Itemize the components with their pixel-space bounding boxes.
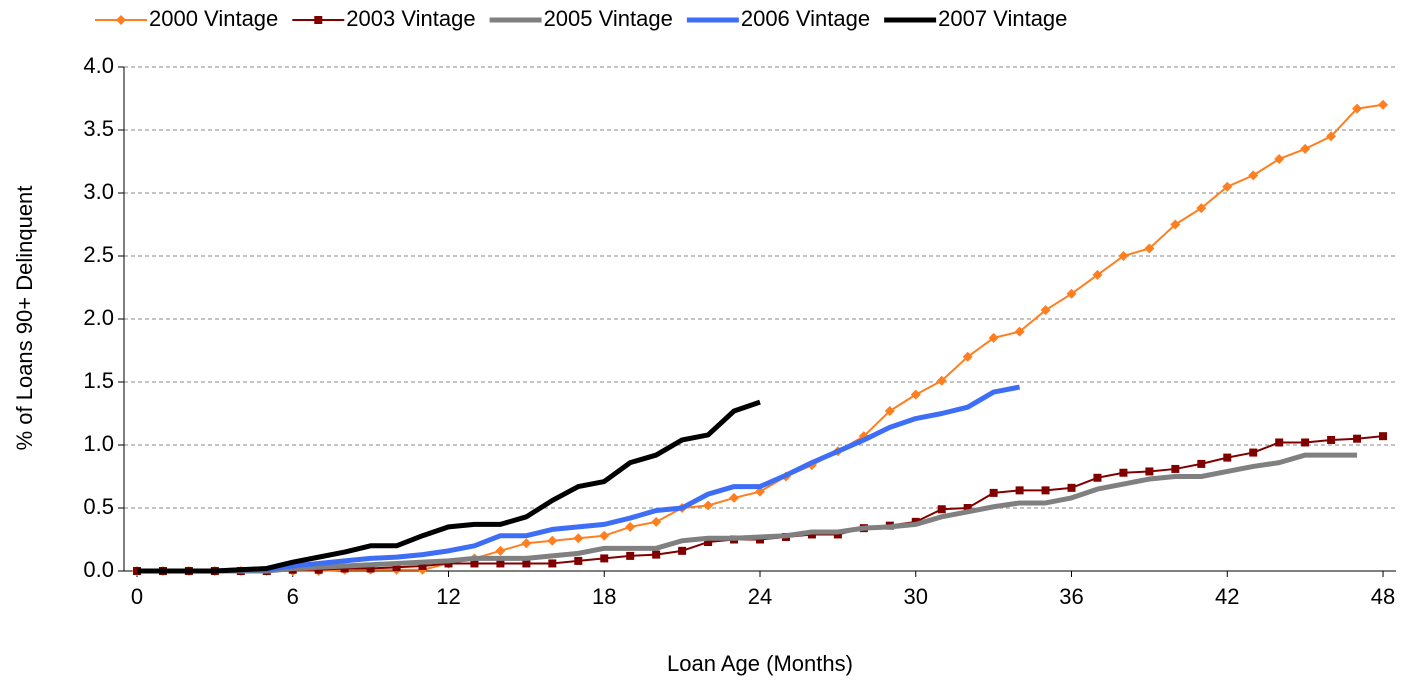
series-line <box>136 384 1021 574</box>
x-tick-label: 30 <box>904 584 928 609</box>
data-point <box>756 535 764 544</box>
data-point <box>547 535 558 546</box>
data-point <box>574 556 583 565</box>
y-tick-label: 2.5 <box>83 242 114 267</box>
legend-label: 2000 Vintage <box>149 6 278 31</box>
legend-label: 2006 Vintage <box>741 6 870 31</box>
data-point <box>729 492 740 503</box>
data-point <box>1248 170 1259 181</box>
data-point <box>651 516 662 527</box>
data-point <box>444 559 453 568</box>
data-point <box>1326 131 1337 142</box>
data-point <box>989 488 998 497</box>
x-tick-label: 0 <box>131 584 143 609</box>
y-axis-title: % of Loans 90+ Delinquent <box>12 186 37 451</box>
data-point <box>1196 203 1207 214</box>
data-point <box>1249 448 1258 457</box>
data-point <box>884 405 895 416</box>
y-tick-label: 1.0 <box>83 431 114 456</box>
data-point <box>937 505 946 514</box>
data-point <box>703 500 714 511</box>
legend-label: 2007 Vintage <box>938 6 1067 31</box>
data-point <box>1197 459 1206 468</box>
data-point <box>1040 305 1051 316</box>
data-point <box>1092 269 1103 280</box>
data-point <box>1066 288 1077 299</box>
data-point <box>573 533 584 544</box>
y-tick-label: 3.0 <box>83 179 114 204</box>
data-point <box>470 559 479 568</box>
data-point <box>314 565 323 574</box>
data-point <box>1223 453 1232 462</box>
data-point <box>599 530 610 541</box>
x-tick-label: 24 <box>748 584 772 609</box>
data-point <box>1118 251 1129 261</box>
y-tick-label: 0.5 <box>83 494 114 519</box>
data-point <box>366 564 375 573</box>
series-line <box>136 103 1384 572</box>
data-point <box>626 551 635 560</box>
x-tick-label: 6 <box>287 584 299 609</box>
data-point <box>340 564 349 573</box>
data-point <box>1353 434 1362 443</box>
data-point <box>678 546 687 555</box>
y-tick-label: 2.0 <box>83 305 114 330</box>
legend-label: 2005 Vintage <box>544 6 673 31</box>
data-point <box>833 530 842 539</box>
data-point <box>1067 483 1076 492</box>
y-tick-label: 0.0 <box>83 557 114 582</box>
data-point <box>1222 181 1233 192</box>
data-point <box>962 351 973 362</box>
x-tick-label: 12 <box>436 584 460 609</box>
data-point <box>1379 432 1388 441</box>
data-point <box>1301 438 1310 447</box>
data-point <box>1327 435 1336 444</box>
y-tick-label: 3.5 <box>83 116 114 141</box>
data-point <box>1275 438 1284 447</box>
data-point <box>936 375 947 386</box>
legend-label: 2003 Vintage <box>346 6 475 31</box>
data-point <box>963 504 972 512</box>
data-point <box>1145 467 1154 476</box>
data-point <box>1015 486 1024 495</box>
data-point <box>1171 464 1180 473</box>
data-point <box>625 521 636 532</box>
data-point <box>1300 143 1311 154</box>
data-point <box>495 545 506 556</box>
data-point <box>1119 468 1128 477</box>
data-point <box>910 389 921 400</box>
data-point <box>418 561 427 570</box>
data-point <box>1014 326 1025 337</box>
data-point <box>1274 153 1285 164</box>
data-point <box>652 550 661 559</box>
x-tick-label: 18 <box>592 584 616 609</box>
data-point <box>704 538 713 547</box>
legend-marker <box>116 15 126 25</box>
data-point <box>521 538 532 549</box>
x-axis-title: Loan Age (Months) <box>667 651 853 676</box>
data-point <box>1093 473 1102 482</box>
y-tick-label: 1.5 <box>83 368 114 393</box>
x-tick-label: 48 <box>1371 584 1395 609</box>
data-point <box>496 559 505 568</box>
x-tick-label: 42 <box>1215 584 1239 609</box>
data-point <box>1352 103 1363 114</box>
data-point <box>600 554 609 563</box>
data-point <box>1041 486 1050 495</box>
data-point <box>392 563 401 572</box>
legend-marker <box>314 16 323 24</box>
y-tick-label: 4.0 <box>83 53 114 78</box>
data-point <box>548 559 557 568</box>
series-line <box>136 435 1384 572</box>
series-line <box>136 399 761 574</box>
data-point <box>1144 243 1155 254</box>
data-point <box>1378 99 1389 110</box>
x-tick-label: 36 <box>1059 584 1083 609</box>
data-point <box>1170 219 1181 230</box>
data-point <box>755 486 765 497</box>
series-line <box>136 452 1358 574</box>
data-point <box>522 559 531 568</box>
data-point <box>988 332 999 343</box>
